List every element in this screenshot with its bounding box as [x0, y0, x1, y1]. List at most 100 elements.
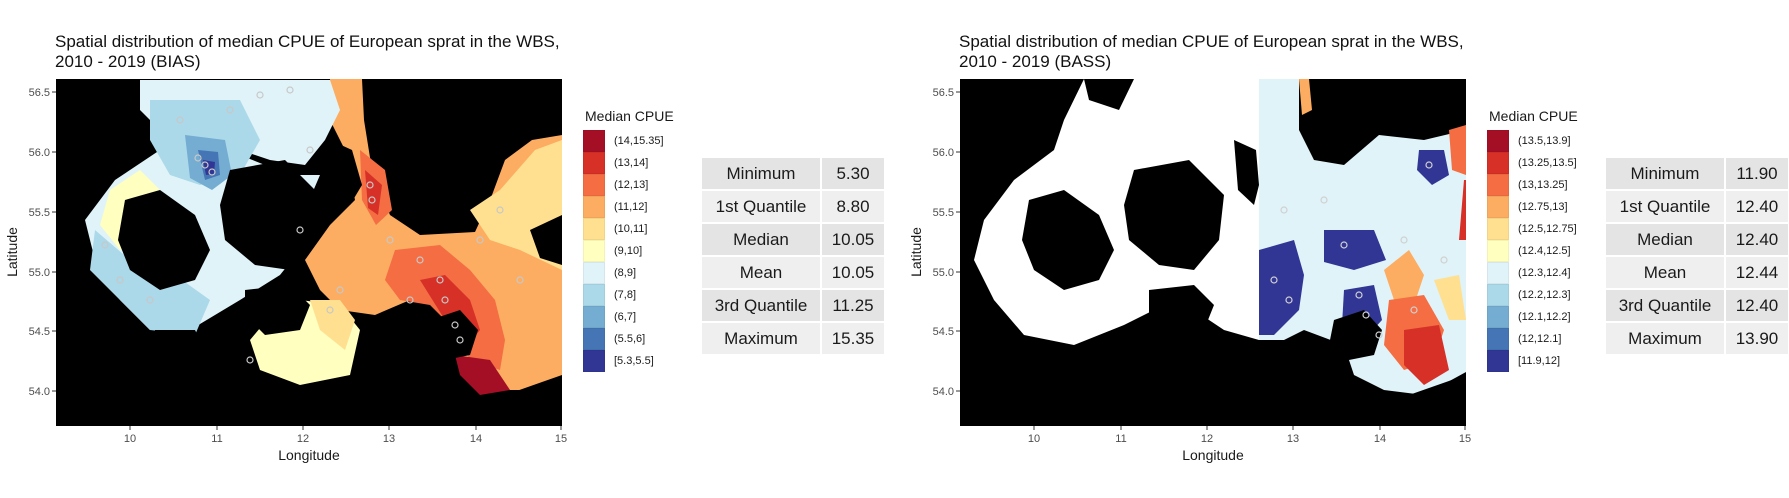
stats-row: Maximum 13.90 [1604, 321, 1789, 356]
legend-swatch [1487, 196, 1509, 218]
stats-row: Maximum 15.35 [700, 321, 886, 356]
y-tick: 54.0 [933, 386, 954, 398]
stat-label: 1st Quantile [700, 189, 822, 224]
legend: Median CPUE (13.5,13.9] (13.25,13.5] (13,1… [1487, 108, 1578, 372]
legend-swatch [1487, 218, 1509, 240]
title-line-1: Spatial distribution of median CPUE of E… [55, 32, 560, 51]
stat-value: 8.80 [820, 189, 886, 224]
legend-items: (13.5,13.9] (13.25,13.5] (13,13.25] (12.75,… [1487, 130, 1578, 372]
y-tick: 56.0 [29, 147, 50, 159]
legend-entry: (11,12] [583, 196, 674, 218]
y-tick: 55.0 [29, 267, 50, 279]
legend-entry: (6,7] [583, 306, 674, 328]
x-tick: 15 [1459, 433, 1471, 445]
stat-value: 15.35 [820, 321, 886, 356]
bass-map: 10 11 12 13 14 15 Longitude 56.5 56.0 55… [908, 79, 1471, 463]
stat-value: 10.05 [820, 255, 886, 290]
legend-entry: (13.25,13.5] [1487, 152, 1578, 174]
legend-label: (12,13] [614, 179, 649, 191]
x-tick: 12 [297, 433, 309, 445]
legend-entry: (14,15.35] [583, 130, 674, 152]
y-tick: 54.5 [933, 326, 954, 338]
legend-label: (12.3,12.4] [1518, 267, 1571, 279]
legend-label: (12.5,12.75] [1518, 223, 1577, 235]
x-tick: 12 [1201, 433, 1213, 445]
y-tick: 54.5 [29, 326, 50, 338]
legend-entry: (12,12.1] [1487, 328, 1578, 350]
legend-swatch [583, 306, 605, 328]
stats-row: Mean 10.05 [700, 255, 886, 290]
stats-row: 3rd Quantile 12.40 [1604, 288, 1789, 323]
stat-label: Maximum [1604, 321, 1726, 356]
legend-label: (6,7] [614, 311, 637, 323]
stat-label: Minimum [1604, 156, 1726, 191]
legend-label: (5.5,6] [614, 333, 646, 345]
x-tick: 10 [1028, 433, 1040, 445]
legend-entry: (7,8] [583, 284, 674, 306]
land-islands [1022, 79, 1466, 426]
stats-row: Median 12.40 [1604, 222, 1789, 257]
y-tick: 55.5 [933, 207, 954, 219]
stat-label: Median [1604, 222, 1726, 257]
y-axis-title: Latitude [4, 227, 20, 277]
stat-value: 12.40 [1724, 189, 1789, 224]
legend-items: (14,15.35] (13,14] (12,13] (11,12] (10,11] (9… [583, 130, 674, 372]
legend-label: (12.4,12.5] [1518, 245, 1571, 257]
x-axis: 10 11 12 13 14 15 Longitude [1028, 426, 1471, 463]
y-tick: 56.0 [933, 147, 954, 159]
stats-row: Median 10.05 [700, 222, 886, 257]
y-axis: 56.5 56.0 55.5 55.0 54.5 54.0 Latitude [4, 87, 56, 398]
x-tick: 13 [1287, 433, 1299, 445]
legend-title: Median CPUE [585, 108, 674, 124]
legend-entry: (12.3,12.4] [1487, 262, 1578, 284]
legend-label: (8,9] [614, 267, 637, 279]
stats-row: Minimum 5.30 [700, 156, 886, 191]
stat-label: 3rd Quantile [700, 288, 822, 323]
legend-label: (12.2,12.3] [1518, 289, 1571, 301]
legend-swatch [583, 262, 605, 284]
legend-swatch [583, 218, 605, 240]
legend-entry: (12.75,13] [1487, 196, 1578, 218]
stat-value: 11.90 [1724, 156, 1789, 191]
stats-row: 3rd Quantile 11.25 [700, 288, 886, 323]
legend-label: (12.75,13] [1518, 201, 1568, 213]
legend-swatch [1487, 284, 1509, 306]
station-markers [101, 86, 524, 364]
station-markers [1270, 161, 1448, 339]
stat-value: 5.30 [820, 156, 886, 191]
map-title: Spatial distribution of median CPUE of E… [55, 32, 560, 72]
y-tick: 56.5 [29, 87, 50, 99]
legend-swatch [583, 240, 605, 262]
legend-label: (12.1,12.2] [1518, 311, 1571, 323]
x-tick: 13 [383, 433, 395, 445]
stat-value: 12.44 [1724, 255, 1789, 290]
stats-row: 1st Quantile 8.80 [700, 189, 886, 224]
x-tick: 14 [1374, 433, 1386, 445]
stats-row: Minimum 11.90 [1604, 156, 1789, 191]
legend: Median CPUE (14,15.35] (13,14] (12,13] (11,… [583, 108, 674, 372]
x-tick: 15 [555, 433, 567, 445]
y-tick: 55.5 [29, 207, 50, 219]
legend-label: (13.5,13.9] [1518, 135, 1571, 147]
bass-panel: Spatial distribution of median CPUE of E… [904, 0, 1789, 498]
legend-entry: [5.3,5.5] [583, 350, 674, 372]
stat-label: 1st Quantile [1604, 189, 1726, 224]
stat-label: Mean [700, 255, 822, 290]
stat-value: 13.90 [1724, 321, 1789, 356]
legend-label: (11,12] [614, 201, 648, 213]
map-title: Spatial distribution of median CPUE of E… [959, 32, 1464, 72]
x-tick: 14 [470, 433, 482, 445]
legend-entry: (12.4,12.5] [1487, 240, 1578, 262]
y-tick: 55.0 [933, 267, 954, 279]
legend-entry: (13.5,13.9] [1487, 130, 1578, 152]
x-axis-title: Longitude [278, 447, 340, 463]
legend-label: (12,12.1] [1518, 333, 1562, 345]
legend-title: Median CPUE [1489, 108, 1578, 124]
legend-label: (10,11] [614, 223, 648, 235]
stat-label: Mean [1604, 255, 1726, 290]
stats-row: 1st Quantile 12.40 [1604, 189, 1789, 224]
bias-panel: Spatial distribution of median CPUE of E… [0, 0, 894, 498]
sea-cpue-fill [1259, 79, 1466, 395]
legend-swatch [1487, 174, 1509, 196]
legend-swatch [1487, 130, 1509, 152]
